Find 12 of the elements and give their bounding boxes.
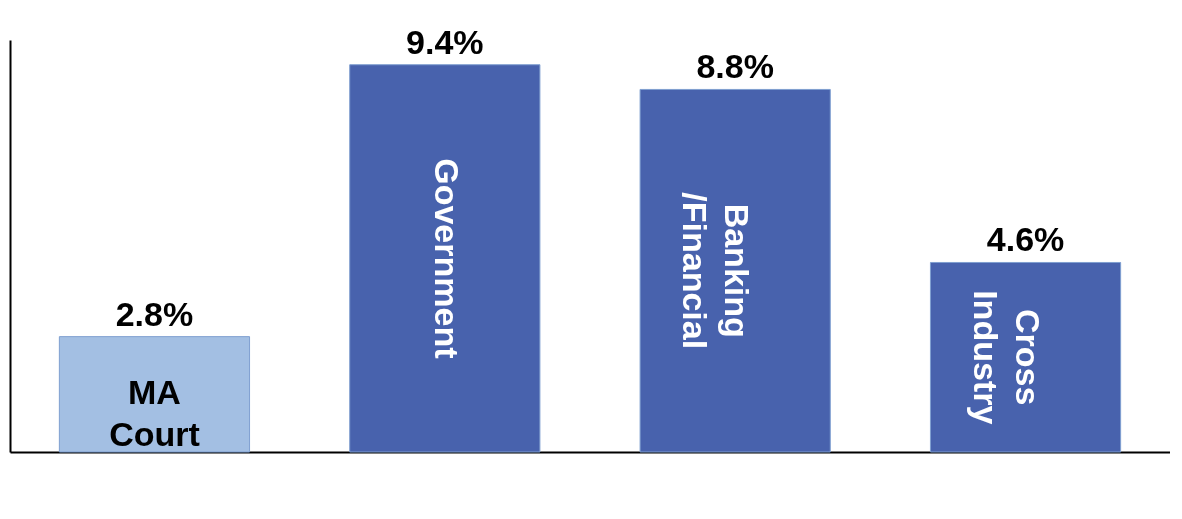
bar <box>639 88 831 453</box>
data-label: 9.4% <box>406 22 484 61</box>
bar <box>929 261 1122 453</box>
bar <box>349 64 541 453</box>
data-label: 4.6% <box>986 220 1065 259</box>
x-tick-label: Cross Industry <box>966 290 1047 425</box>
bar <box>58 336 251 453</box>
data-label: 8.8% <box>696 47 774 86</box>
x-tick-label: Government <box>427 158 466 359</box>
data-label: 2.8% <box>115 294 194 333</box>
x-tick-label: MA Court <box>109 373 200 454</box>
x-tick-label: Banking /Financial <box>676 192 757 350</box>
